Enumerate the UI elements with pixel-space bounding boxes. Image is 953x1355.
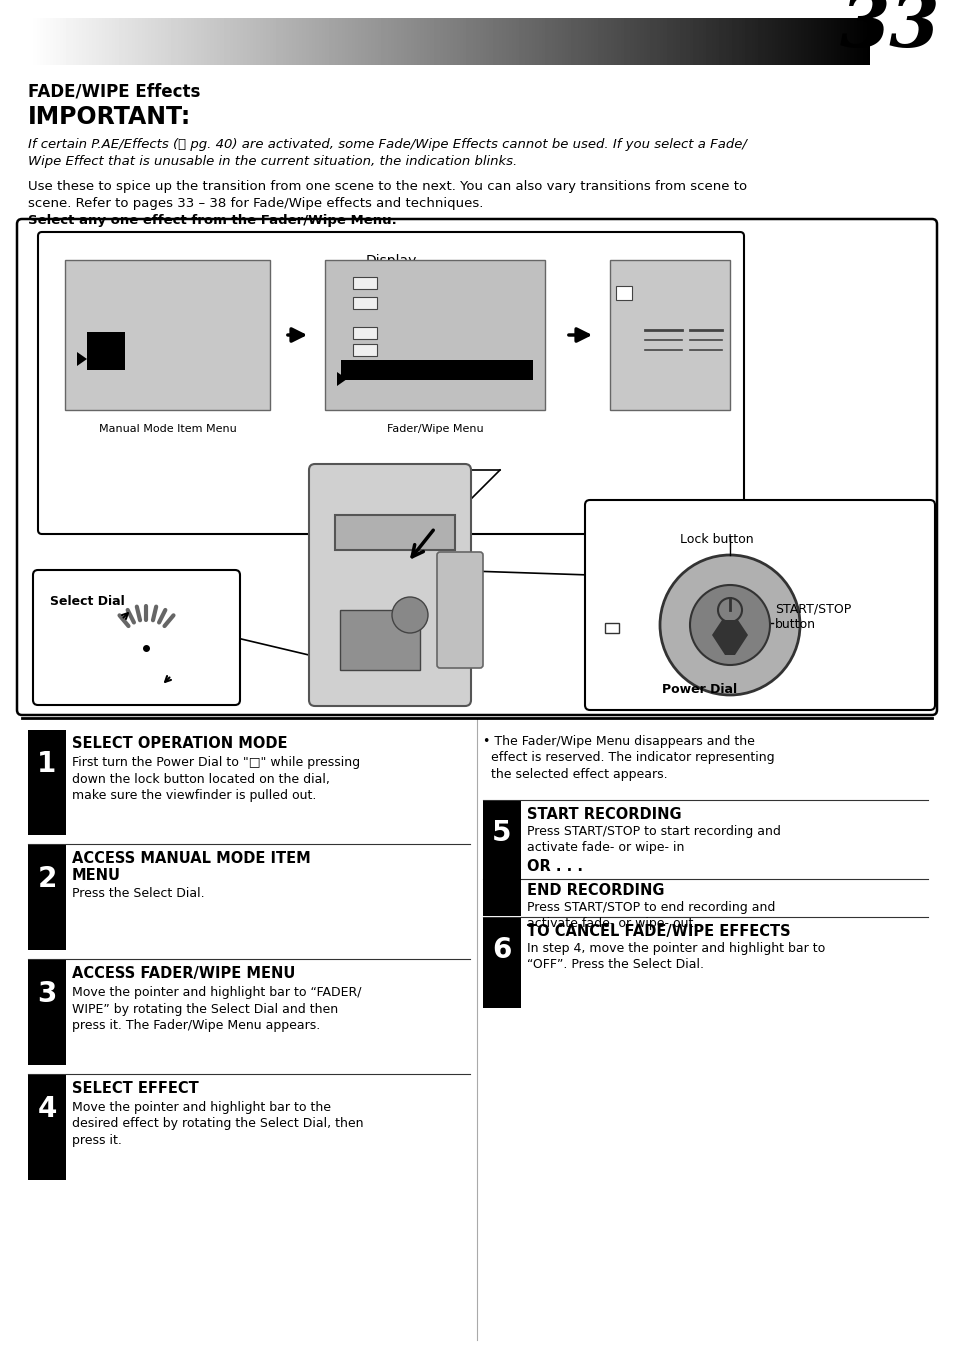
Text: 1: 1 <box>37 751 56 778</box>
FancyBboxPatch shape <box>38 232 743 534</box>
Text: SELECT OPERATION MODE: SELECT OPERATION MODE <box>71 736 287 751</box>
Text: Press START/STOP to end recording and
activate fade- or wipe- out.: Press START/STOP to end recording and ac… <box>526 901 775 931</box>
FancyBboxPatch shape <box>33 570 240 705</box>
Polygon shape <box>711 621 747 654</box>
Polygon shape <box>336 373 347 386</box>
Polygon shape <box>77 352 87 366</box>
Bar <box>28 1075 66 1180</box>
Text: Move the pointer and highlight bar to the
desired effect by rotating the Select : Move the pointer and highlight bar to th… <box>71 1102 363 1146</box>
Bar <box>339 610 419 669</box>
Text: ACCESS MANUAL MODE ITEM
MENU: ACCESS MANUAL MODE ITEM MENU <box>71 851 311 883</box>
Text: ACCESS FADER/WIPE MENU: ACCESS FADER/WIPE MENU <box>71 966 295 981</box>
Bar <box>482 801 520 916</box>
Bar <box>325 260 544 411</box>
FancyBboxPatch shape <box>436 551 482 668</box>
Text: START/STOP
button: START/STOP button <box>774 603 850 631</box>
Text: Press the Select Dial.: Press the Select Dial. <box>71 888 204 900</box>
Bar <box>28 959 66 1065</box>
FancyBboxPatch shape <box>309 463 471 706</box>
Bar <box>340 360 533 379</box>
Bar <box>28 730 66 835</box>
Text: Display: Display <box>365 253 416 268</box>
Circle shape <box>659 556 800 695</box>
FancyBboxPatch shape <box>17 220 936 715</box>
Text: Fader/Wipe Menu: Fader/Wipe Menu <box>386 424 483 434</box>
Circle shape <box>689 585 769 665</box>
Text: TO CANCEL FADE/WIPE EFFECTS: TO CANCEL FADE/WIPE EFFECTS <box>526 924 790 939</box>
Text: SELECT EFFECT: SELECT EFFECT <box>71 1081 198 1096</box>
Bar <box>616 286 631 299</box>
Text: Use these to spice up the transition from one scene to the next. You can also va: Use these to spice up the transition fro… <box>28 180 746 210</box>
Bar <box>353 276 376 289</box>
FancyBboxPatch shape <box>584 500 934 710</box>
Bar <box>28 846 66 950</box>
Text: 5: 5 <box>492 818 511 847</box>
Bar <box>353 297 376 309</box>
Text: Select any one effect from the Fader/Wipe Menu.: Select any one effect from the Fader/Wip… <box>28 214 396 228</box>
Text: 2: 2 <box>37 864 56 893</box>
Circle shape <box>392 598 428 633</box>
Text: Press START/STOP to start recording and
activate fade- or wipe- in: Press START/STOP to start recording and … <box>526 825 781 855</box>
Bar <box>335 515 455 550</box>
Text: In step 4, move the pointer and highlight bar to
“OFF”. Press the Select Dial.: In step 4, move the pointer and highligh… <box>526 942 824 972</box>
Text: Manual Mode Item Menu: Manual Mode Item Menu <box>98 424 236 434</box>
Text: 4: 4 <box>37 1095 56 1123</box>
Text: First turn the Power Dial to "□" while pressing
down the lock button located on : First turn the Power Dial to "□" while p… <box>71 756 359 802</box>
Text: OR . . .: OR . . . <box>526 859 582 874</box>
Text: Select Dial: Select Dial <box>50 595 125 608</box>
Text: Move the pointer and highlight bar to “FADER/
WIPE” by rotating the Select Dial : Move the pointer and highlight bar to “F… <box>71 986 361 1033</box>
Text: If certain P.AE/Effects (⨃ pg. 40) are activated, some Fade/Wipe Effects cannot : If certain P.AE/Effects (⨃ pg. 40) are a… <box>28 138 746 168</box>
Bar <box>65 260 270 411</box>
Bar <box>482 917 520 1008</box>
Text: Power Dial: Power Dial <box>661 683 737 696</box>
Text: IMPORTANT:: IMPORTANT: <box>28 104 191 129</box>
Text: START RECORDING: START RECORDING <box>526 808 680 822</box>
Text: 3: 3 <box>37 980 56 1008</box>
Bar <box>353 344 376 356</box>
Text: • The Fader/Wipe Menu disappears and the
  effect is reserved. The indicator rep: • The Fader/Wipe Menu disappears and the… <box>482 734 774 780</box>
Bar <box>609 260 729 411</box>
Bar <box>87 332 125 370</box>
Text: END RECORDING: END RECORDING <box>526 883 664 898</box>
Text: FADE/WIPE Effects: FADE/WIPE Effects <box>28 83 200 100</box>
Text: 33: 33 <box>839 0 939 62</box>
Text: 6: 6 <box>492 936 511 963</box>
Bar <box>604 623 618 633</box>
Text: Lock button: Lock button <box>679 533 753 546</box>
Bar <box>353 327 376 339</box>
